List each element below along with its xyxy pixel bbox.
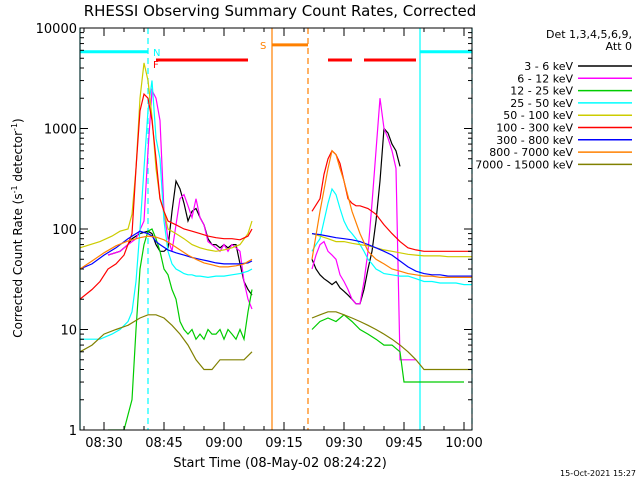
legend-header-line1: Det 1,3,4,5,6,9, xyxy=(546,28,632,41)
series-line-5-1 xyxy=(311,149,472,252)
series-line-1-0 xyxy=(107,88,253,310)
x-axis-label: Start Time (08-May-02 08:24:22) xyxy=(173,456,387,471)
series-line-2-1 xyxy=(311,314,464,383)
footer-date: 15-Oct-2021 15:27 xyxy=(560,469,636,478)
legend-label-8: 7000 - 15000 keV xyxy=(475,158,573,171)
y-tick-label: 10 xyxy=(60,324,77,339)
series-line-6-1 xyxy=(311,233,472,277)
legend-header-line2: Att 0 xyxy=(606,40,632,53)
series-line-4-1 xyxy=(311,233,472,258)
x-tick-label: 09:00 xyxy=(205,436,242,451)
flag-letter-s: S xyxy=(260,41,266,52)
x-tick-label: 09:30 xyxy=(325,436,362,451)
x-tick-label: 08:30 xyxy=(85,436,122,451)
y-tick-label: 1000 xyxy=(44,123,77,138)
x-tick-label: 09:45 xyxy=(385,436,422,451)
series-line-3-1 xyxy=(311,187,472,286)
legend-label-5: 100 - 300 keV xyxy=(496,122,573,135)
legend-label-2: 12 - 25 keV xyxy=(510,85,573,98)
x-tick-label: 10:00 xyxy=(445,436,482,451)
x-tick-label: 09:15 xyxy=(265,436,302,451)
legend-label-4: 50 - 100 keV xyxy=(503,109,573,122)
legend-label-7: 800 - 7000 keV xyxy=(489,146,573,159)
legend-label-6: 300 - 800 keV xyxy=(496,134,573,147)
y-tick-label: 10000 xyxy=(36,22,77,37)
series-line-2-0 xyxy=(108,228,253,430)
series-line-5-0 xyxy=(80,92,253,300)
legend-label-3: 25 - 50 keV xyxy=(510,97,573,110)
x-tick-label: 08:45 xyxy=(145,436,182,451)
flag-letter-f: F xyxy=(153,60,159,71)
series-line-6-0 xyxy=(80,230,253,270)
plot-area: NF S 1 10 100 1000 10000 08:30 08:45 09:00 09:15 09… xyxy=(36,22,483,451)
series-line-7-0 xyxy=(80,235,253,270)
series-line-8-0 xyxy=(80,314,253,371)
legend-label-1: 6 - 12 keV xyxy=(517,72,573,85)
series-group xyxy=(80,62,472,430)
series-line-7-1 xyxy=(311,149,472,278)
chart-title: RHESSI Observing Summary Count Rates, Co… xyxy=(84,2,477,20)
series-line-1-1 xyxy=(311,98,416,361)
series-line-8-1 xyxy=(311,311,472,371)
y-tick-label: 100 xyxy=(52,223,77,238)
series-line-3-0 xyxy=(80,80,253,340)
flag-letter-n: N xyxy=(153,48,160,59)
plot-frame xyxy=(79,27,473,431)
y-tick-label: 1 xyxy=(69,424,77,439)
y-axis-label: Corrected Count Rate (s-1 detector-1) xyxy=(10,118,25,337)
legend-label-0: 3 - 6 keV xyxy=(524,60,573,73)
